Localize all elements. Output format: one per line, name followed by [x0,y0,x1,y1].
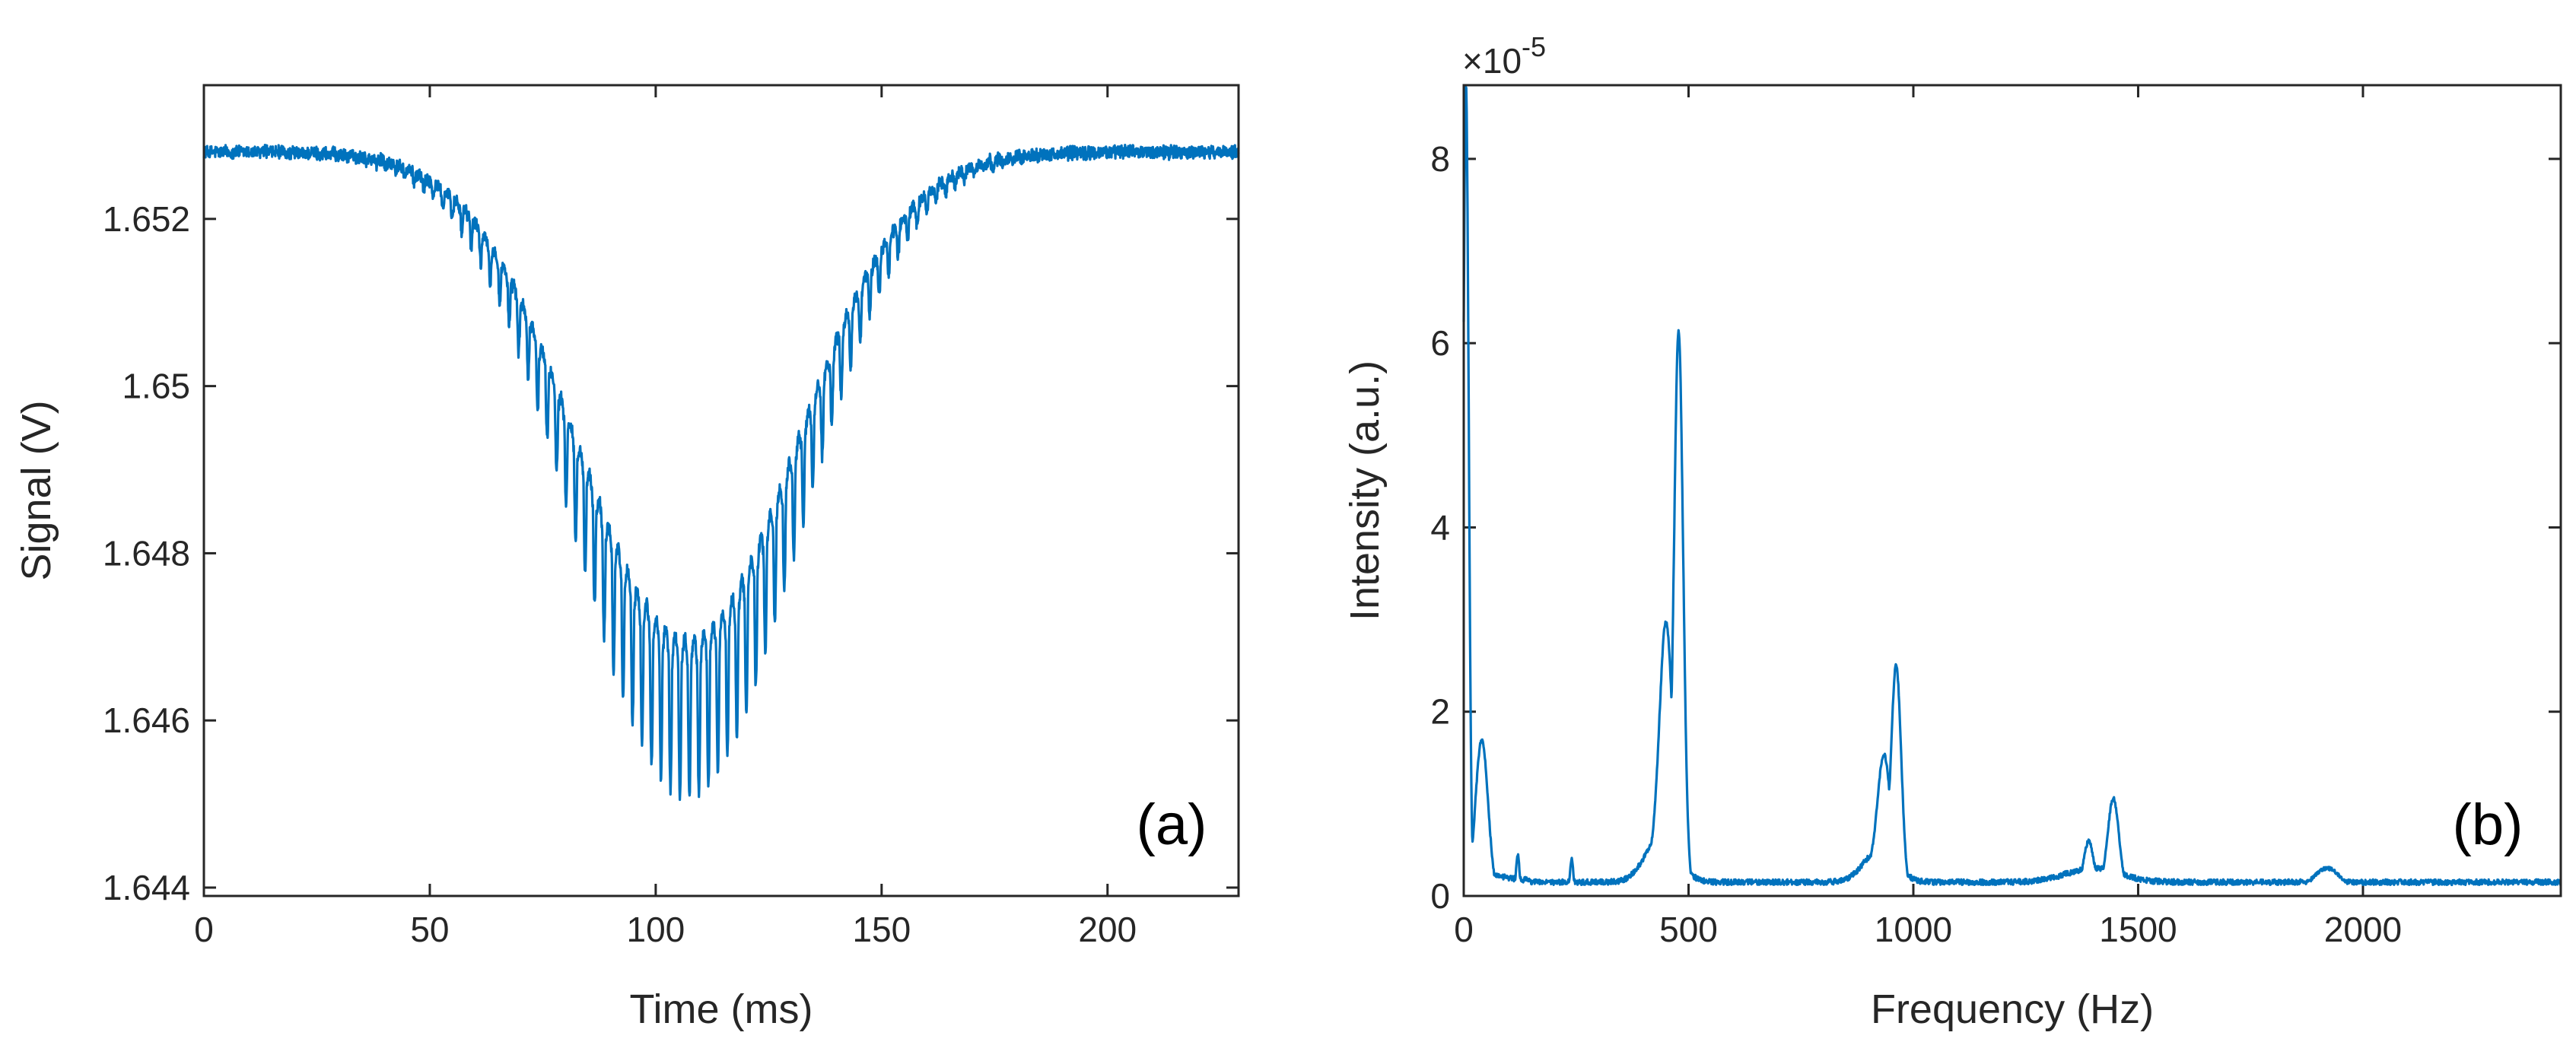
chart-b-axes-frame [1462,84,2562,897]
chart-b-panel-label: (b) [2453,793,2524,857]
chart-b-y-axis-label: Intensity (a.u.) [1342,361,1388,621]
chart-a-panel-label: (a) [1137,793,1207,857]
chart-b-y-tick-label: 4 [1430,507,1450,547]
chart-a-y-axis-label: Signal (V) [14,400,59,580]
chart-a-y-tick-label: 1.646 [103,700,190,740]
chart-a-x-tick-label: 50 [410,910,449,949]
chart-b-y-tick-label: 8 [1430,139,1450,179]
chart-a-x-tick-label: 150 [852,910,911,949]
chart-b-x-tick-label: 1000 [1875,910,1952,949]
chart-a-y-tick-label: 1.648 [103,533,190,573]
chart-a-x-tick-label: 100 [627,910,685,949]
chart-b-x-tick-label: 500 [1659,910,1718,949]
chart-a-x-axis-label: Time (ms) [630,986,813,1032]
chart-b-x-axis-label: Frequency (Hz) [1871,986,2154,1032]
chart-a-y-tick-label: 1.652 [103,199,190,239]
chart-b-exponent-base: ×10 [1462,41,1522,81]
chart-b-exponent-power: -5 [1522,31,1546,62]
chart-a-signal-line [202,144,1240,802]
chart-b-y-tick-label: 0 [1430,876,1450,916]
chart-b-x-tick-label: 0 [1454,910,1474,949]
chart-b: 0 500 1000 1500 2000 0 2 4 6 8 Frequency (Hz) Int… [1342,31,2562,1032]
chart-a-y-tick-label: 1.644 [103,868,190,907]
chart-a: 0 50 100 150 200 1.644 1.646 1.648 1.65 1.652 Tim… [14,84,1240,1032]
chart-a-y-tick-label: 1.65 [122,367,190,406]
chart-b-x-tick-label: 2000 [2324,910,2402,949]
chart-b-ticks: 0 500 1000 1500 2000 0 2 4 6 8 [1430,85,2561,949]
chart-a-x-tick-label: 0 [194,910,214,949]
chart-b-x-tick-label: 1500 [2099,910,2177,949]
chart-b-exponent-label: ×10-5 [1462,31,1546,81]
chart-b-spectrum-line [1462,85,2562,887]
chart-b-y-tick-label: 6 [1430,323,1450,363]
chart-a-ticks: 0 50 100 150 200 1.644 1.646 1.648 1.65 1.652 [103,85,1239,949]
chart-a-axes-frame [202,84,1240,897]
chart-b-y-tick-label: 2 [1430,692,1450,732]
chart-a-x-tick-label: 200 [1078,910,1137,949]
